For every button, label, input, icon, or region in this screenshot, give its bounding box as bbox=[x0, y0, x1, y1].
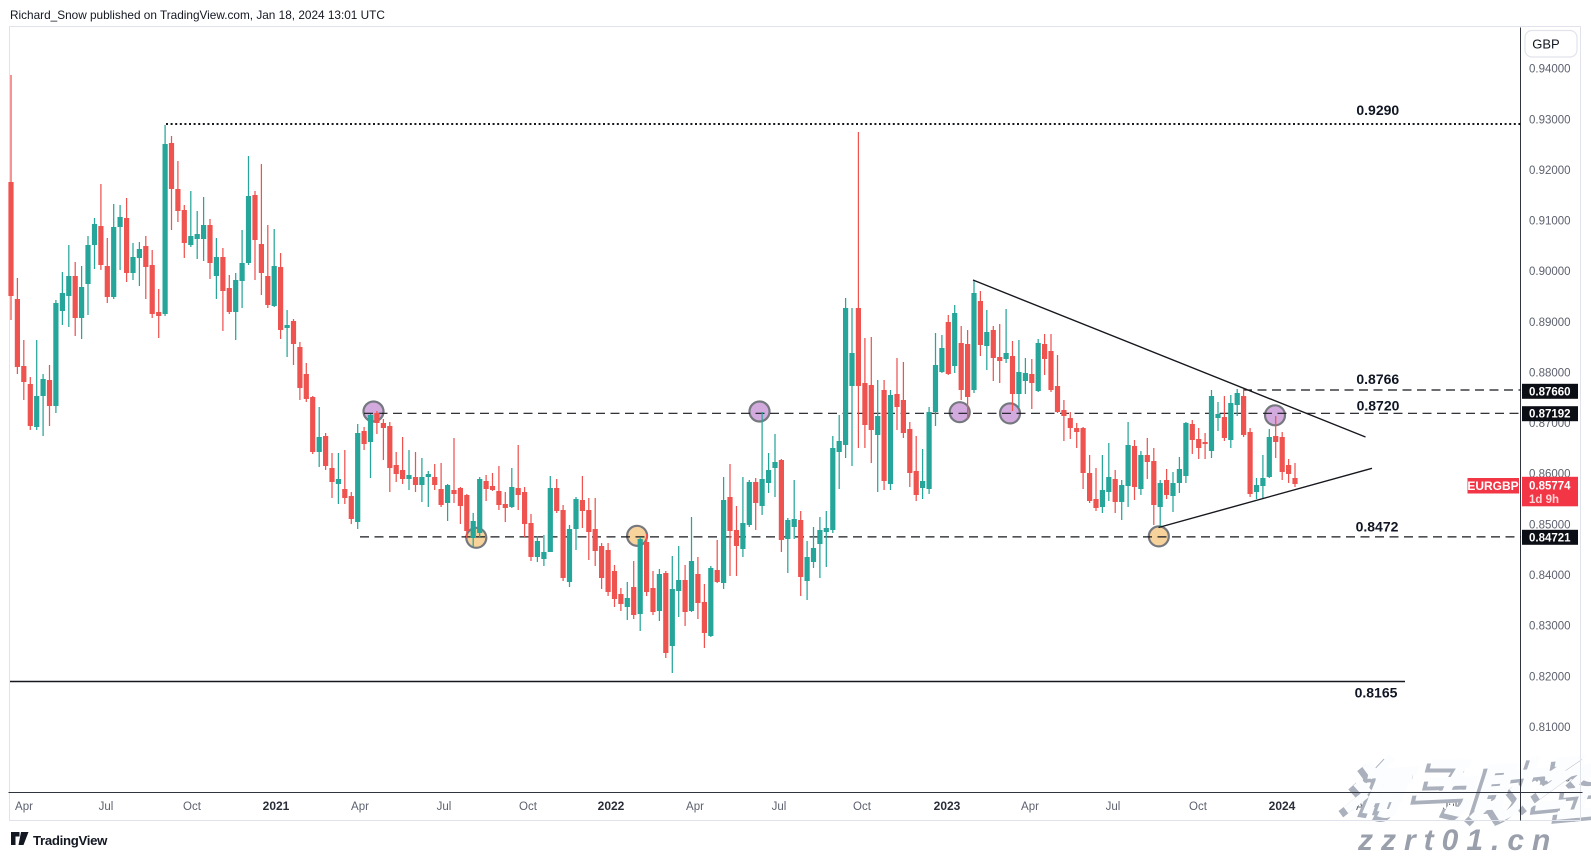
svg-text:0.85000: 0.85000 bbox=[1529, 519, 1571, 531]
svg-text:2021: 2021 bbox=[263, 799, 290, 813]
svg-text:Jul: Jul bbox=[437, 801, 452, 813]
svg-text:0.93000: 0.93000 bbox=[1529, 114, 1571, 126]
svg-text:Apr: Apr bbox=[15, 801, 33, 813]
svg-text:0.92000: 0.92000 bbox=[1529, 165, 1571, 177]
svg-text:Jul: Jul bbox=[772, 801, 787, 813]
svg-text:2023: 2023 bbox=[934, 799, 961, 813]
svg-text:2024: 2024 bbox=[1269, 799, 1296, 813]
svg-text:zzrt01.cn: zzrt01.cn bbox=[1353, 821, 1554, 854]
svg-text:0.83000: 0.83000 bbox=[1529, 621, 1571, 633]
svg-text:TradingView: TradingView bbox=[33, 833, 108, 848]
svg-text:zzrt01.cn: zzrt01.cn bbox=[1357, 824, 1558, 857]
svg-text:Oct: Oct bbox=[519, 801, 538, 813]
svg-text:Jul: Jul bbox=[99, 801, 114, 813]
svg-text:Apr: Apr bbox=[686, 801, 704, 813]
svg-text:1d 9h: 1d 9h bbox=[1529, 494, 1559, 506]
svg-text:0.82000: 0.82000 bbox=[1529, 671, 1571, 683]
svg-text:0.9290: 0.9290 bbox=[1356, 102, 1399, 118]
svg-text:2022: 2022 bbox=[598, 799, 625, 813]
svg-text:0.90000: 0.90000 bbox=[1529, 266, 1571, 278]
svg-text:0.91000: 0.91000 bbox=[1529, 216, 1571, 228]
svg-text:0.8720: 0.8720 bbox=[1357, 398, 1400, 414]
svg-text:Jul: Jul bbox=[1106, 801, 1121, 813]
svg-text:0.84721: 0.84721 bbox=[1529, 532, 1571, 544]
svg-text:0.94000: 0.94000 bbox=[1529, 64, 1571, 76]
svg-text:0.85774: 0.85774 bbox=[1529, 481, 1571, 493]
svg-text:0.81000: 0.81000 bbox=[1529, 722, 1571, 734]
svg-text:Oct: Oct bbox=[853, 801, 872, 813]
svg-text:0.87660: 0.87660 bbox=[1529, 386, 1571, 398]
svg-text:0.84000: 0.84000 bbox=[1529, 570, 1571, 582]
svg-text:Richard_Snow published on Trad: Richard_Snow published on TradingView.co… bbox=[10, 8, 385, 22]
svg-text:0.87192: 0.87192 bbox=[1529, 409, 1571, 421]
svg-text:Oct: Oct bbox=[1189, 801, 1208, 813]
svg-text:0.89000: 0.89000 bbox=[1529, 317, 1571, 329]
svg-text:Oct: Oct bbox=[183, 801, 202, 813]
svg-text:0.88000: 0.88000 bbox=[1529, 368, 1571, 380]
svg-text:Apr: Apr bbox=[351, 801, 369, 813]
svg-text:0.8472: 0.8472 bbox=[1356, 519, 1399, 535]
svg-text:Apr: Apr bbox=[1021, 801, 1039, 813]
svg-text:0.8165: 0.8165 bbox=[1355, 685, 1398, 701]
svg-text:EURGBP: EURGBP bbox=[1467, 479, 1518, 493]
svg-text:GBP: GBP bbox=[1532, 37, 1559, 52]
svg-text:0.8766: 0.8766 bbox=[1356, 371, 1399, 387]
